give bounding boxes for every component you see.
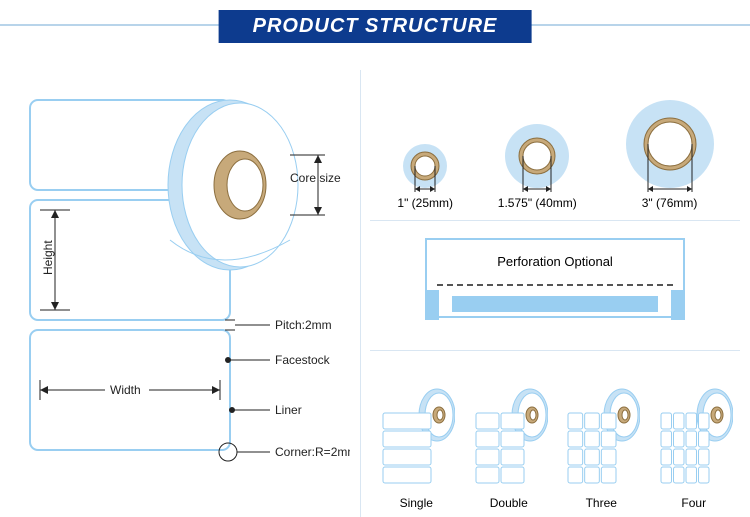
variant-item: Single bbox=[377, 387, 455, 510]
label-liner: Liner bbox=[275, 403, 302, 417]
core-icon bbox=[501, 120, 573, 192]
variant-label: Four bbox=[655, 496, 733, 510]
variant-label: Single bbox=[377, 496, 455, 510]
variant-item: Four bbox=[655, 387, 733, 510]
core-item: 1.575" (40mm) bbox=[498, 120, 577, 210]
perforation-tab-right bbox=[671, 290, 685, 320]
label-corner: Corner:R=2mm bbox=[275, 445, 350, 459]
variant-item: Double bbox=[470, 387, 548, 510]
core-icon bbox=[622, 96, 718, 192]
perforation-dash bbox=[437, 284, 673, 286]
variant-icon bbox=[562, 387, 640, 487]
variant-label: Three bbox=[562, 496, 640, 510]
perforation-tab-left bbox=[425, 290, 439, 320]
page: PRODUCT STRUCTURE bbox=[0, 0, 750, 517]
perforation-mid bbox=[452, 296, 658, 312]
core-label: 3" (76mm) bbox=[622, 196, 718, 210]
panels: Core size Height Width bbox=[0, 70, 750, 517]
column-variants-row: Single Double Three Four bbox=[370, 360, 740, 510]
divider-h1 bbox=[370, 220, 740, 221]
variant-icon bbox=[377, 387, 455, 487]
variant-icon bbox=[470, 387, 548, 487]
label-pitch: Pitch:2mm bbox=[275, 318, 332, 332]
label-core-size: Core size bbox=[290, 171, 341, 185]
title-wrap: PRODUCT STRUCTURE bbox=[0, 0, 750, 50]
variant-item: Three bbox=[562, 387, 640, 510]
core-label: 1.575" (40mm) bbox=[498, 196, 577, 210]
divider-vertical bbox=[360, 70, 361, 517]
roll-diagram: Core size Height Width bbox=[10, 80, 350, 500]
label-height: Height bbox=[41, 240, 55, 275]
divider-h2 bbox=[370, 350, 740, 351]
perforation-text: Perforation Optional bbox=[427, 254, 683, 269]
variant-label: Double bbox=[470, 496, 548, 510]
title-banner: PRODUCT STRUCTURE bbox=[219, 10, 532, 43]
core-size-row: 1" (25mm) 1.575" (40mm) 3" (76mm) bbox=[375, 80, 740, 210]
core-label: 1" (25mm) bbox=[397, 196, 453, 210]
core-item: 3" (76mm) bbox=[622, 96, 718, 210]
core-icon bbox=[399, 140, 451, 192]
perforation-panel: Perforation Optional bbox=[380, 230, 730, 340]
label-facestock: Facestock bbox=[275, 353, 331, 367]
core-item: 1" (25mm) bbox=[397, 140, 453, 210]
label-width: Width bbox=[110, 383, 141, 397]
variant-icon bbox=[655, 387, 733, 487]
perforation-box: Perforation Optional bbox=[425, 238, 685, 318]
roll-svg: Core size Height Width bbox=[10, 80, 350, 500]
